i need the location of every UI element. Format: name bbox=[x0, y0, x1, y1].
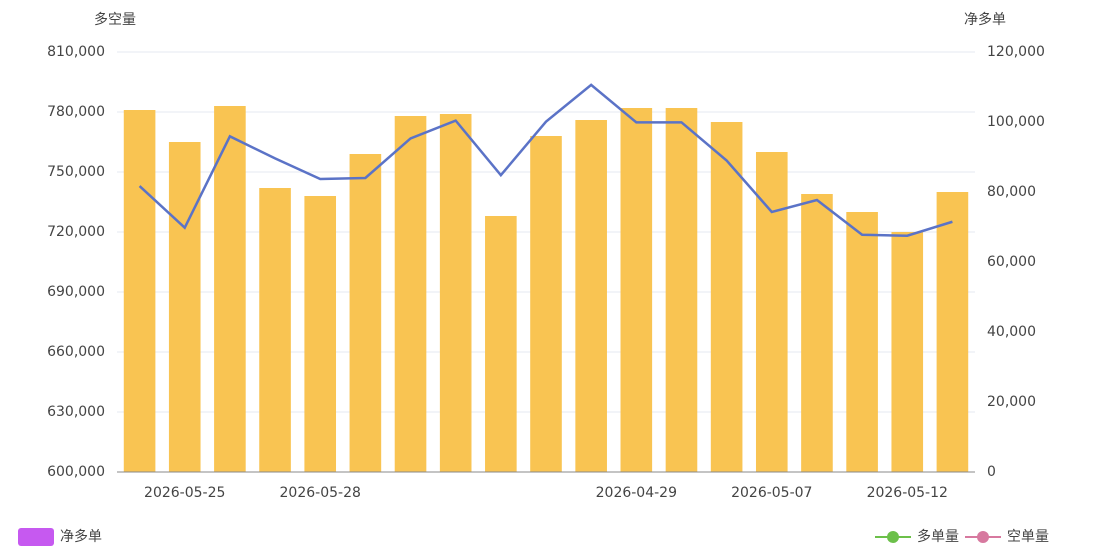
bar bbox=[665, 108, 698, 472]
bar bbox=[485, 216, 517, 472]
y2-tick-label: 80,000 bbox=[987, 184, 1036, 200]
y-tick-label: 630,000 bbox=[47, 404, 105, 420]
y-tick-label: 810,000 bbox=[47, 44, 105, 60]
bar bbox=[259, 188, 291, 472]
y2-tick-label: 120,000 bbox=[987, 44, 1045, 60]
y2-tick-label: 20,000 bbox=[987, 394, 1036, 410]
bar bbox=[846, 212, 878, 472]
bar bbox=[304, 196, 337, 472]
y-tick-label: 600,000 bbox=[47, 464, 105, 480]
line bbox=[138, 83, 953, 238]
bar bbox=[168, 142, 201, 472]
x-tick-label: 2026-05-07 bbox=[731, 485, 812, 501]
bar bbox=[394, 116, 427, 472]
bar bbox=[891, 232, 924, 472]
legend-marker bbox=[977, 531, 989, 543]
bar bbox=[620, 108, 653, 472]
bar bbox=[575, 120, 607, 472]
y-tick-label: 660,000 bbox=[47, 344, 105, 360]
legend-swatch bbox=[18, 528, 54, 546]
x-tick-label: 2026-05-12 bbox=[867, 485, 948, 501]
bar bbox=[530, 136, 562, 472]
bar bbox=[755, 152, 788, 472]
y2-tick-label: 40,000 bbox=[987, 324, 1036, 340]
y2-tick-label: 100,000 bbox=[987, 114, 1045, 130]
x-tick-label: 2026-05-28 bbox=[280, 485, 361, 501]
y2-tick-label: 60,000 bbox=[987, 254, 1036, 270]
y2-axis-title: 净多单 bbox=[964, 11, 1006, 28]
y-tick-label: 690,000 bbox=[47, 284, 105, 300]
x-tick-label: 2026-05-25 bbox=[144, 485, 225, 501]
y-axis-title: 多空量 bbox=[94, 11, 136, 28]
legend-label: 空单量 bbox=[1007, 529, 1049, 545]
bar bbox=[214, 106, 246, 472]
y2-tick-label: 0 bbox=[987, 464, 996, 480]
bar bbox=[710, 122, 743, 472]
legend-label: 多单量 bbox=[917, 528, 959, 545]
y-tick-label: 780,000 bbox=[47, 104, 105, 120]
y-tick-label: 720,000 bbox=[47, 224, 105, 240]
y-tick-label: 750,000 bbox=[47, 164, 105, 180]
bar bbox=[349, 154, 382, 472]
legend-marker bbox=[887, 531, 899, 543]
x-tick-label: 2026-04-29 bbox=[596, 485, 677, 501]
bar bbox=[801, 194, 833, 472]
bar bbox=[439, 114, 472, 472]
legend-label: 净多单 bbox=[60, 528, 102, 545]
bar bbox=[123, 110, 156, 472]
bar bbox=[936, 192, 969, 472]
